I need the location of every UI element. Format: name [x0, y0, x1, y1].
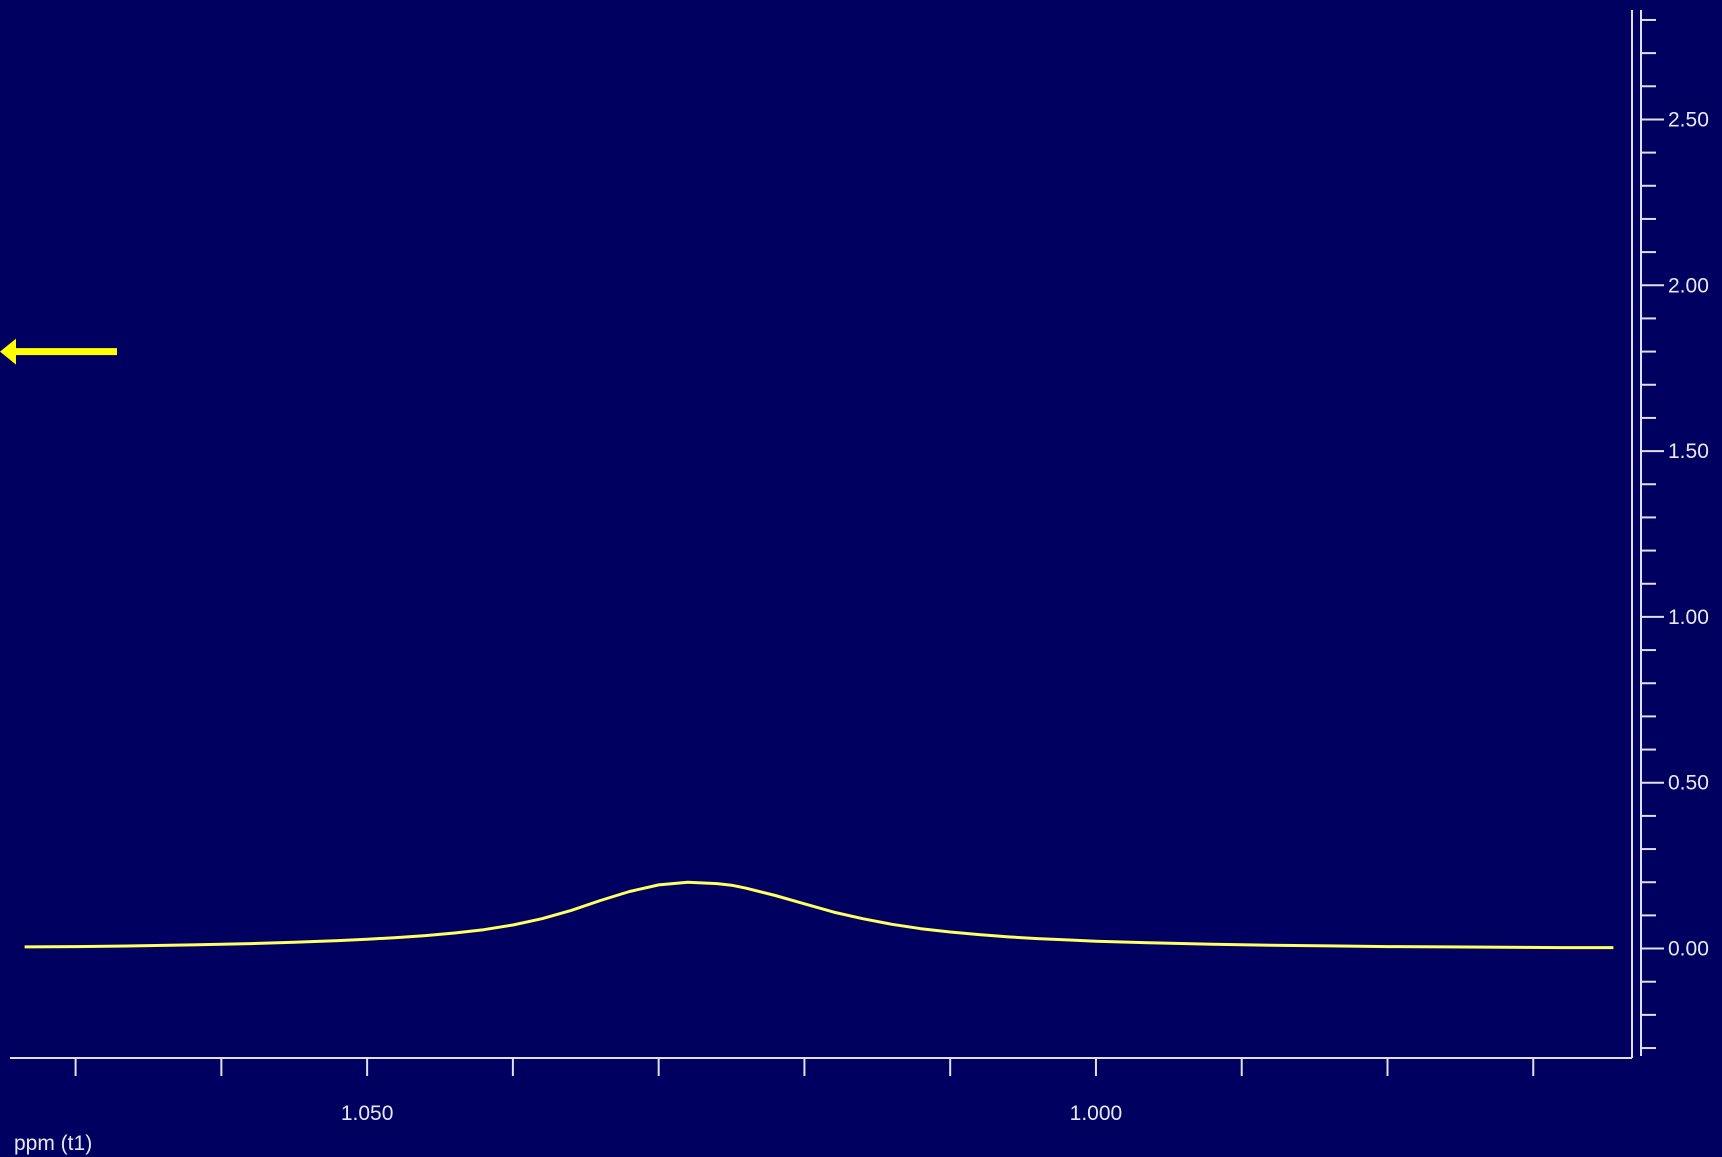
y-tick-label: 2.00	[1668, 274, 1709, 297]
spectrum-line	[24, 880, 1614, 950]
axes: 1.050 1.000 0.00 0.50 1.00 1.50 2.00 2.50	[10, 10, 1709, 1125]
y-tick-label: 0.50	[1668, 772, 1709, 795]
y-tick-label: 0.00	[1668, 938, 1709, 961]
x-axis-title: ppm (t1)	[14, 1132, 92, 1155]
annotation-arrow	[0, 338, 117, 365]
y-tick-label: 1.00	[1668, 606, 1709, 629]
x-tick-label: 1.000	[1070, 1102, 1123, 1125]
arrow-head	[0, 338, 16, 365]
arrow-shaft	[14, 348, 117, 356]
y-tick-label: 1.50	[1668, 440, 1709, 463]
y-tick-label: 2.50	[1668, 108, 1709, 131]
plot-area	[0, 338, 1614, 950]
x-tick-label: 1.050	[341, 1102, 394, 1125]
